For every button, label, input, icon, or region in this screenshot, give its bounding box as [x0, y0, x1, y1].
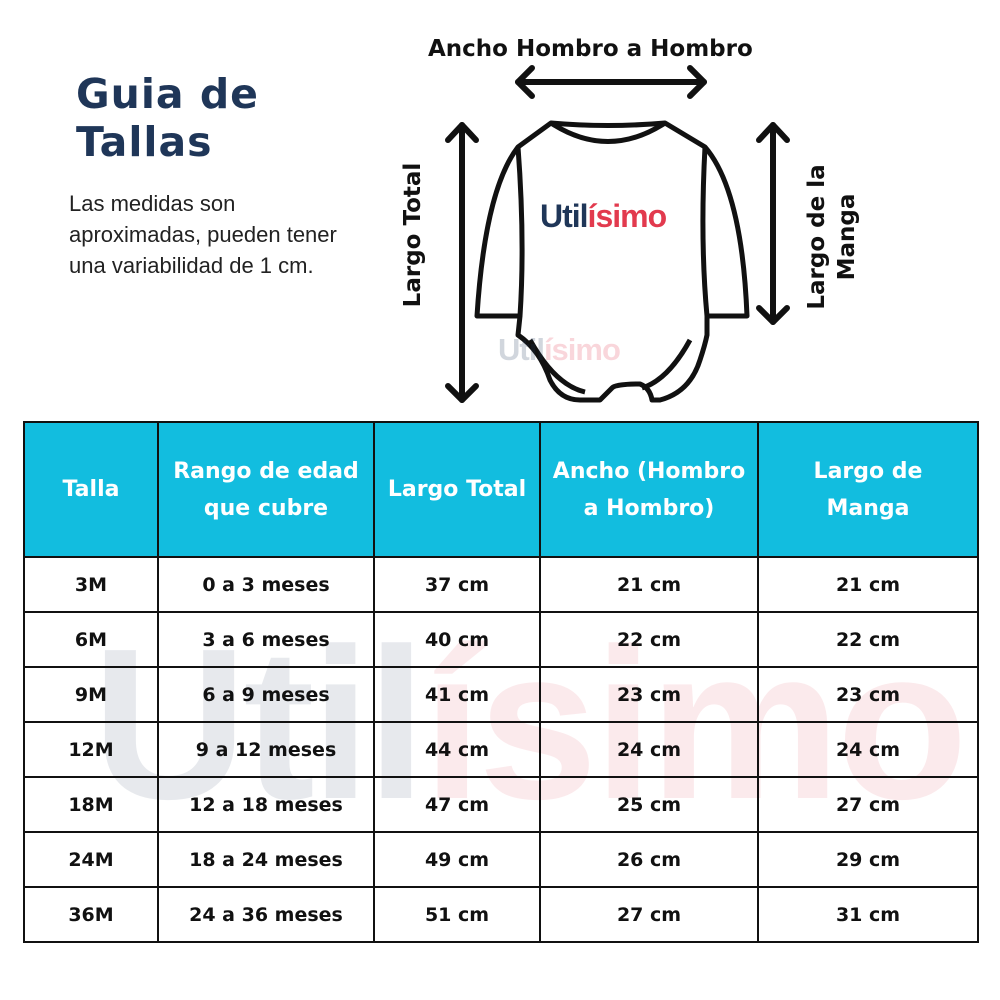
table-cell: 51 cm — [373, 886, 541, 943]
table-cell: 24 cm — [539, 721, 759, 778]
table-row: 18M 12 a 18 meses 47 cm 25 cm 27 cm — [23, 776, 979, 833]
table-cell: 24 a 36 meses — [157, 886, 375, 943]
header-talla: Talla — [23, 421, 159, 558]
sleeve-label: Largo de la Manga — [804, 164, 860, 310]
table-row: 12M 9 a 12 meses 44 cm 24 cm 24 cm — [23, 721, 979, 778]
table-cell: 27 cm — [757, 776, 979, 833]
table-cell: 22 cm — [757, 611, 979, 668]
sleeve-arrow — [756, 122, 790, 325]
brand-watermark-small: Utilísimo — [498, 332, 621, 367]
brand-logo: Utilísimo — [540, 198, 667, 234]
bodysuit-outline — [474, 120, 750, 403]
table-cell: 6 a 9 meses — [157, 666, 375, 723]
table-row: 6M 3 a 6 meses 40 cm 22 cm 22 cm — [23, 611, 979, 668]
table-row: 9M 6 a 9 meses 41 cm 23 cm 23 cm — [23, 666, 979, 723]
bodysuit-diagram — [445, 65, 790, 403]
table-cell: 18 a 24 meses — [157, 831, 375, 888]
table-cell: 26 cm — [539, 831, 759, 888]
table-cell: 0 a 3 meses — [157, 556, 375, 613]
table-cell: 3M — [23, 556, 159, 613]
header-manga: Largo de Manga — [757, 421, 979, 558]
length-arrow — [445, 122, 479, 403]
measurement-note: Las medidas son aproximadas, pueden tene… — [69, 191, 337, 278]
width-label: Ancho Hombro a Hombro — [428, 36, 753, 62]
table-cell: 23 cm — [539, 666, 759, 723]
table-cell: 49 cm — [373, 831, 541, 888]
header-rango: Rango de edad que cubre — [157, 421, 375, 558]
table-cell: 24M — [23, 831, 159, 888]
table-cell: 22 cm — [539, 611, 759, 668]
table-cell: 27 cm — [539, 886, 759, 943]
table-cell: 24 cm — [757, 721, 979, 778]
table-cell: 9 a 12 meses — [157, 721, 375, 778]
length-label: Largo Total — [400, 162, 426, 308]
size-table: Talla Rango de edad que cubre Largo Tota… — [23, 421, 979, 943]
header-largo: Largo Total — [373, 421, 541, 558]
table-cell: 40 cm — [373, 611, 541, 668]
table-cell: 9M — [23, 666, 159, 723]
table-header-row: Talla Rango de edad que cubre Largo Tota… — [23, 421, 979, 558]
page-title: Guia de Tallas — [76, 70, 259, 166]
table-row: 24M 18 a 24 meses 49 cm 26 cm 29 cm — [23, 831, 979, 888]
table-cell: 23 cm — [757, 666, 979, 723]
table-cell: 31 cm — [757, 886, 979, 943]
header-ancho: Ancho (Hombro a Hombro) — [539, 421, 759, 558]
table-cell: 6M — [23, 611, 159, 668]
table-cell: 37 cm — [373, 556, 541, 613]
table-cell: 29 cm — [757, 831, 979, 888]
width-arrow — [515, 65, 707, 99]
table-row: 3M 0 a 3 meses 37 cm 21 cm 21 cm — [23, 556, 979, 613]
table-cell: 21 cm — [757, 556, 979, 613]
table-cell: 12 a 18 meses — [157, 776, 375, 833]
table-cell: 44 cm — [373, 721, 541, 778]
table-cell: 21 cm — [539, 556, 759, 613]
table-cell: 41 cm — [373, 666, 541, 723]
table-cell: 36M — [23, 886, 159, 943]
table-cell: 3 a 6 meses — [157, 611, 375, 668]
table-row: 36M 24 a 36 meses 51 cm 27 cm 31 cm — [23, 886, 979, 943]
table-cell: 25 cm — [539, 776, 759, 833]
table-cell: 47 cm — [373, 776, 541, 833]
table-cell: 18M — [23, 776, 159, 833]
table-cell: 12M — [23, 721, 159, 778]
